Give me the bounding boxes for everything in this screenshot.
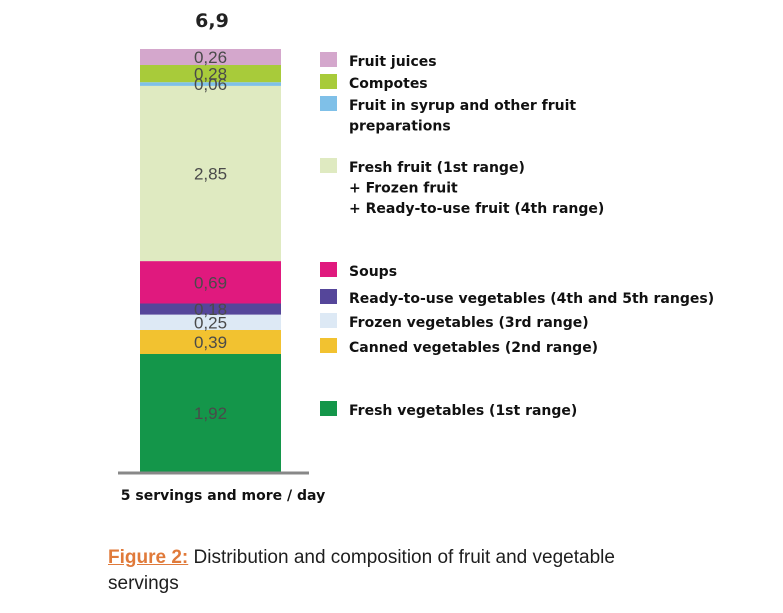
segment-value-label: 0,39 — [194, 333, 227, 352]
segment-value-label: 1,92 — [194, 404, 227, 423]
bar-segment — [140, 314, 281, 330]
stacked-bar-chart: 1,92 0,390,250,18 0,69 2,85 0,060,280,26 6,9… — [118, 10, 714, 504]
bar-segment — [140, 354, 281, 472]
legend: Fresh vegetables (1st range) Canned veget… — [320, 52, 714, 419]
legend-swatch — [320, 313, 337, 328]
bar-segment — [140, 261, 281, 304]
legend-swatch — [320, 338, 337, 353]
legend-label: Fruit juices — [349, 54, 437, 70]
bar-segment — [140, 303, 281, 315]
legend-swatch — [320, 401, 337, 416]
figure-caption: Figure 2: Distribution and composition o… — [108, 545, 628, 597]
legend-label: Soups — [349, 264, 397, 280]
segment-value-label: 0,25 — [194, 313, 227, 332]
caption-text: Distribution and composition of fruit an… — [108, 547, 615, 594]
bar-segment — [140, 49, 281, 65]
legend-swatch — [320, 52, 337, 67]
segment-value-label: 0,26 — [194, 48, 227, 67]
segment-value-labels: 1,92 0,390,250,18 0,69 2,85 0,060,280,26 — [194, 48, 227, 423]
legend-label: Frozen vegetables (3rd range) — [349, 315, 589, 331]
bar-segments — [140, 49, 281, 472]
legend-label: Canned vegetables (2nd range) — [349, 340, 598, 356]
caption-prefix: Figure 2: — [108, 547, 189, 568]
bar-segment — [140, 65, 281, 83]
legend-swatch — [320, 158, 337, 173]
bar-segment — [140, 82, 281, 86]
legend-swatch — [320, 262, 337, 277]
legend-label: Ready-to-use vegetables (4th and 5th ran… — [349, 291, 714, 307]
legend-swatch — [320, 96, 337, 111]
bar-segment — [140, 85, 281, 262]
category-label: 5 servings and more / day — [121, 488, 325, 504]
segment-value-label: 0,69 — [194, 273, 227, 292]
total-label: 6,9 — [195, 10, 229, 32]
legend-label: Fresh vegetables (1st range) — [349, 403, 577, 419]
legend-swatch — [320, 74, 337, 89]
legend-label: Fruit in syrup and other fruit preparatio… — [349, 98, 576, 135]
legend-swatch — [320, 289, 337, 304]
segment-value-label: 0,28 — [194, 65, 227, 84]
legend-label: Fresh fruit (1st range) + Frozen fruit + R… — [349, 160, 604, 217]
segment-value-label: 0,06 — [194, 75, 227, 94]
segment-value-label: 0,18 — [194, 300, 227, 319]
legend-label: Compotes — [349, 76, 428, 92]
bar-segment — [140, 330, 281, 354]
segment-value-label: 2,85 — [194, 165, 227, 184]
